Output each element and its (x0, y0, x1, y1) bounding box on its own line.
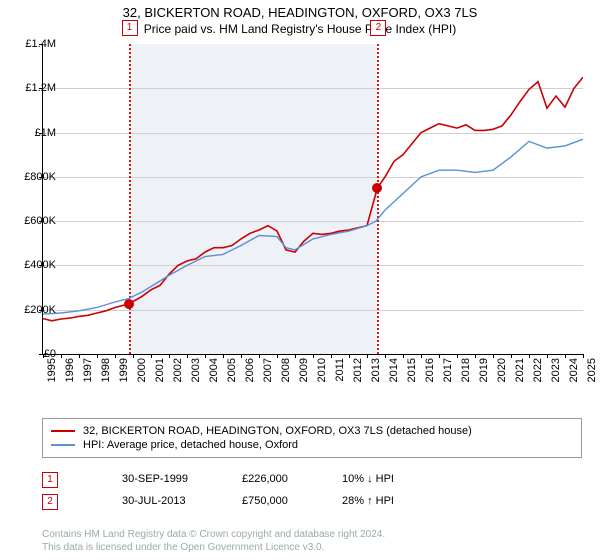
x-axis-label: 2004 (208, 358, 220, 382)
chart-subtitle: Price paid vs. HM Land Registry's House … (0, 22, 600, 36)
y-axis-label: £1M (6, 127, 56, 139)
x-axis-label: 2020 (496, 358, 508, 382)
x-axis-label: 2006 (244, 358, 256, 382)
price-chart: 12 (42, 44, 583, 355)
x-axis-label: 1999 (118, 358, 130, 382)
x-axis-label: 1998 (100, 358, 112, 382)
x-axis-label: 2002 (172, 358, 184, 382)
legend-swatch (51, 430, 75, 432)
transaction-marker-1: 1 (42, 472, 58, 488)
y-axis-label: £1.2M (6, 82, 56, 94)
legend: 32, BICKERTON ROAD, HEADINGTON, OXFORD, … (42, 418, 582, 458)
x-axis-label: 2010 (316, 358, 328, 382)
footer-line: This data is licensed under the Open Gov… (42, 541, 385, 554)
chart-marker-1: 1 (122, 20, 138, 36)
x-axis-label: 2022 (532, 358, 544, 382)
x-axis-label: 2024 (568, 358, 580, 382)
transaction-price: £750,000 (242, 495, 288, 507)
chart-marker-2: 2 (370, 20, 386, 36)
y-axis-label: £600K (6, 215, 56, 227)
x-axis-label: 2021 (514, 358, 526, 382)
legend-item: HPI: Average price, detached house, Oxfo… (51, 438, 573, 452)
transaction-price: £226,000 (242, 473, 288, 485)
x-axis-label: 2003 (190, 358, 202, 382)
y-axis-label: £800K (6, 171, 56, 183)
x-axis-label: 1996 (64, 358, 76, 382)
transaction-date: 30-SEP-1999 (122, 473, 188, 485)
x-axis-label: 2015 (406, 358, 418, 382)
footer-line: Contains HM Land Registry data © Crown c… (42, 528, 385, 541)
legend-swatch (51, 444, 75, 446)
y-axis-label: £200K (6, 304, 56, 316)
x-axis-label: 1995 (46, 358, 58, 382)
transaction-date: 30-JUL-2013 (122, 495, 186, 507)
x-axis-label: 2019 (478, 358, 490, 382)
footer: Contains HM Land Registry data © Crown c… (42, 528, 385, 554)
x-axis-label: 2018 (460, 358, 472, 382)
x-axis-label: 2025 (586, 358, 598, 382)
x-axis-label: 2013 (370, 358, 382, 382)
x-axis-label: 2011 (334, 358, 346, 382)
chart-title: 32, BICKERTON ROAD, HEADINGTON, OXFORD, … (0, 0, 600, 22)
x-axis-label: 2008 (280, 358, 292, 382)
x-axis-label: 2007 (262, 358, 274, 382)
transaction-marker-2: 2 (42, 494, 58, 510)
transaction-diff: 10% ↓ HPI (342, 473, 394, 485)
x-axis-label: 1997 (82, 358, 94, 382)
x-axis-label: 2017 (442, 358, 454, 382)
transaction-diff: 28% ↑ HPI (342, 495, 394, 507)
x-axis-label: 2000 (136, 358, 148, 382)
x-axis-label: 2001 (154, 358, 166, 382)
y-axis-label: £1.4M (6, 38, 56, 50)
legend-item: 32, BICKERTON ROAD, HEADINGTON, OXFORD, … (51, 424, 573, 438)
legend-label: HPI: Average price, detached house, Oxfo… (83, 439, 298, 451)
x-axis-label: 2014 (388, 358, 400, 382)
x-axis-label: 2023 (550, 358, 562, 382)
x-axis-label: 2005 (226, 358, 238, 382)
legend-label: 32, BICKERTON ROAD, HEADINGTON, OXFORD, … (83, 425, 472, 437)
x-axis-label: 2009 (298, 358, 310, 382)
x-axis-label: 2016 (424, 358, 436, 382)
x-axis-label: 2012 (352, 358, 364, 382)
y-axis-label: £400K (6, 259, 56, 271)
